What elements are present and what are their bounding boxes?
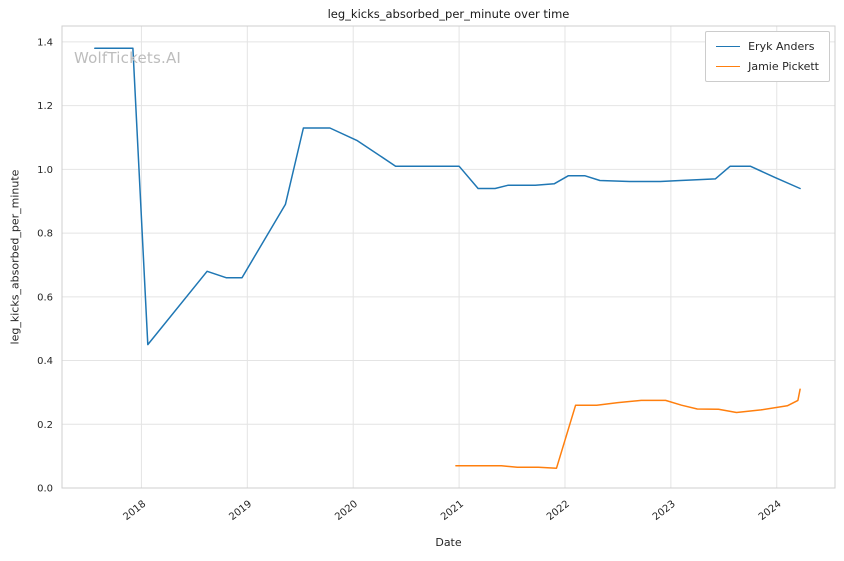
y-tick-label: 1.0 xyxy=(37,165,53,176)
series-line-1 xyxy=(455,388,801,469)
legend-line-swatch xyxy=(716,46,741,47)
x-axis-label: Date xyxy=(435,536,462,549)
y-tick-label: 0.4 xyxy=(37,356,53,367)
legend: Eryk Anders Jamie Pickett xyxy=(705,31,830,82)
legend-label: Jamie Pickett xyxy=(748,60,819,73)
chart-title: leg_kicks_absorbed_per_minute over time xyxy=(327,7,570,21)
x-tick-label: 2018 xyxy=(121,499,148,523)
y-axis-label: leg_kicks_absorbed_per_minute xyxy=(8,169,22,345)
y-tick-label: 0.0 xyxy=(37,484,53,495)
x-tick-label: 2022 xyxy=(545,499,572,523)
legend-line-swatch xyxy=(716,66,741,67)
y-tick-label: 1.2 xyxy=(37,101,53,112)
x-tick-label: 2021 xyxy=(439,499,466,523)
y-tick-label: 0.8 xyxy=(37,229,53,240)
series-line-0 xyxy=(94,47,801,346)
y-tick-label: 0.6 xyxy=(37,292,53,303)
x-tick-label: 2020 xyxy=(333,499,360,523)
x-tick-label: 2023 xyxy=(651,499,678,523)
legend-entry-jamie-pickett: Jamie Pickett xyxy=(716,60,819,73)
legend-entry-eryk-anders: Eryk Anders xyxy=(716,40,819,53)
watermark-text: WolfTickets.AI xyxy=(74,49,182,67)
plot-border xyxy=(61,25,836,489)
legend-label: Eryk Anders xyxy=(748,40,815,53)
x-tick-label: 2019 xyxy=(227,499,254,523)
x-tick-label: 2024 xyxy=(757,499,784,523)
y-tick-label: 0.2 xyxy=(37,420,53,431)
y-tick-label: 1.4 xyxy=(37,37,53,48)
